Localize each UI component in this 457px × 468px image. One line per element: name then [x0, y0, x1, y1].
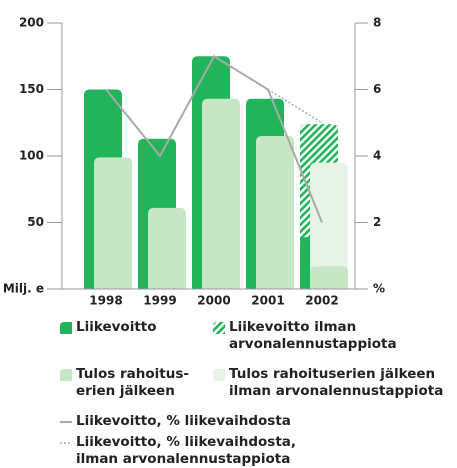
legend-swatch — [60, 322, 72, 334]
legend-swatch — [213, 322, 225, 334]
legend-swatch — [60, 442, 72, 444]
x-tick-label: 2000 — [197, 294, 230, 308]
chart: Milj. e 50 100 150 200% 2 4 6 8 1998 1999 2000 2001 2… — [3, 16, 385, 308]
bar — [256, 136, 294, 289]
bar — [310, 162, 348, 289]
legend-item: Liikevoitto, % liikevaihdosta — [60, 413, 291, 430]
bar — [148, 207, 186, 289]
y2-tick-label: 6 — [373, 82, 381, 96]
y2-tick-label: 8 — [373, 16, 381, 30]
y-tick-label: 200 — [19, 16, 44, 30]
y2-tick-label: 2 — [373, 215, 381, 229]
legend-label: Liikevoitto — [76, 319, 157, 335]
legend-label: Liikevoitto, % liikevaihdosta, ilman arv… — [76, 434, 297, 467]
y-tick-label: 100 — [19, 149, 44, 163]
legend-swatch — [60, 421, 72, 423]
legend-item: Liikevoitto ilman arvonalennustappiota — [213, 319, 397, 353]
legend-swatch — [213, 369, 225, 381]
x-tick-label: 1998 — [89, 294, 122, 308]
y2-tick-label: 4 — [373, 149, 381, 163]
legend-swatch — [60, 369, 72, 381]
y-tick-label: 150 — [19, 82, 44, 96]
line — [105, 54, 323, 223]
x-tick-label: 1999 — [143, 294, 176, 308]
bar — [94, 157, 132, 289]
legend-item: Liikevoitto — [60, 319, 157, 336]
bar — [310, 266, 348, 289]
legend-label: Tulos rahoituserien jälkeen ilman arvona… — [229, 366, 444, 399]
legend-item: Liikevoitto, % liikevaihdosta, ilman arv… — [60, 434, 310, 468]
line — [267, 88, 323, 124]
legend-item: Tulos rahoitus-erien jälkeen — [60, 366, 200, 400]
x-tick-label: 2002 — [305, 294, 338, 308]
bar — [202, 98, 240, 289]
legend-label: Liikevoitto ilman arvonalennustappiota — [229, 319, 397, 352]
y-tick-label: 50 — [27, 215, 44, 229]
y-tick-label: Milj. e — [3, 282, 44, 296]
legend-label: Liikevoitto, % liikevaihdosta — [76, 413, 291, 429]
legend-item: Tulos rahoituserien jälkeen ilman arvona… — [213, 366, 453, 400]
legend-label: Tulos rahoitus-erien jälkeen — [76, 366, 189, 399]
y2-tick-label: % — [373, 282, 385, 296]
x-tick-label: 2001 — [251, 294, 284, 308]
